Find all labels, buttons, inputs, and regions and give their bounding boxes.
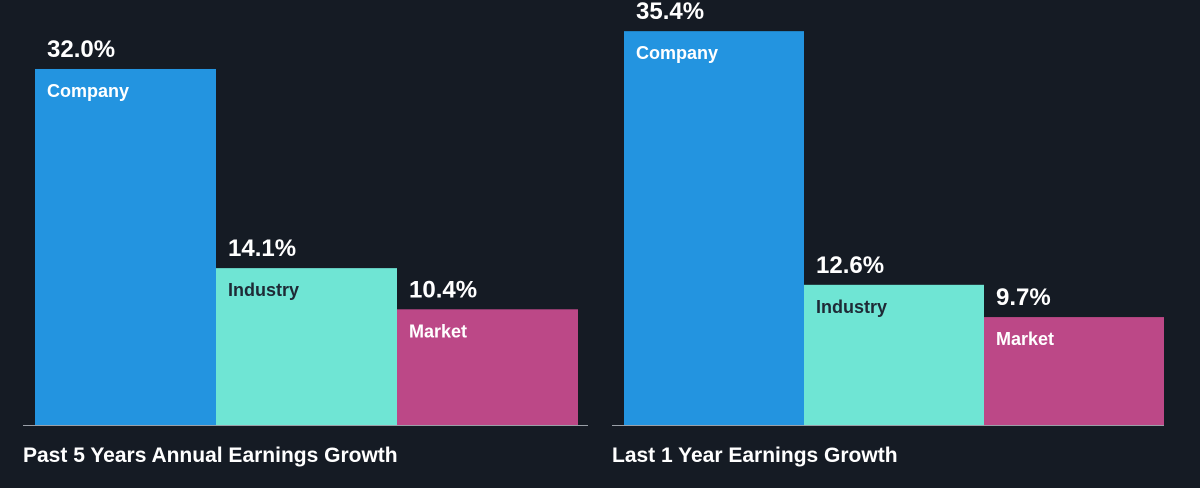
value-label-market-5y: 10.4% <box>409 276 477 303</box>
chart-panel-1y: Company 35.4% Industry 12.6% Market 9.7% Last… <box>612 0 1177 488</box>
bar-chart-1y: Company 35.4% Industry 12.6% Market 9.7% <box>612 0 1164 426</box>
bar-category-label-market-1y: Market <box>996 329 1054 349</box>
bar-market-1y <box>984 317 1164 425</box>
bar-category-label-company-5y: Company <box>47 81 129 101</box>
value-label-industry-1y: 12.6% <box>816 252 884 279</box>
bar-category-label-company-1y: Company <box>636 43 718 63</box>
bar-category-label-market-5y: Market <box>409 321 467 341</box>
value-label-market-1y: 9.7% <box>996 284 1051 311</box>
bar-industry-1y <box>804 284 984 425</box>
bar-industry-5y <box>216 268 397 425</box>
bar-chart-5y: Company 32.0% Industry 14.1% Market 10.4% <box>23 36 588 426</box>
bar-company-1y <box>624 31 804 426</box>
chart-title-1y: Last 1 Year Earnings Growth <box>612 444 898 467</box>
value-label-company-1y: 35.4% <box>636 0 704 25</box>
chart-panel-5y: Company 32.0% Industry 14.1% Market 10.4% Pas… <box>23 0 593 488</box>
value-label-company-5y: 32.0% <box>47 36 115 63</box>
bar-category-label-industry-1y: Industry <box>816 297 887 317</box>
bar-category-label-industry-5y: Industry <box>228 280 299 300</box>
bar-market-5y <box>397 309 578 425</box>
bar-company-5y <box>35 68 216 425</box>
chart-title-5y: Past 5 Years Annual Earnings Growth <box>23 444 398 467</box>
value-label-industry-5y: 14.1% <box>228 235 296 262</box>
